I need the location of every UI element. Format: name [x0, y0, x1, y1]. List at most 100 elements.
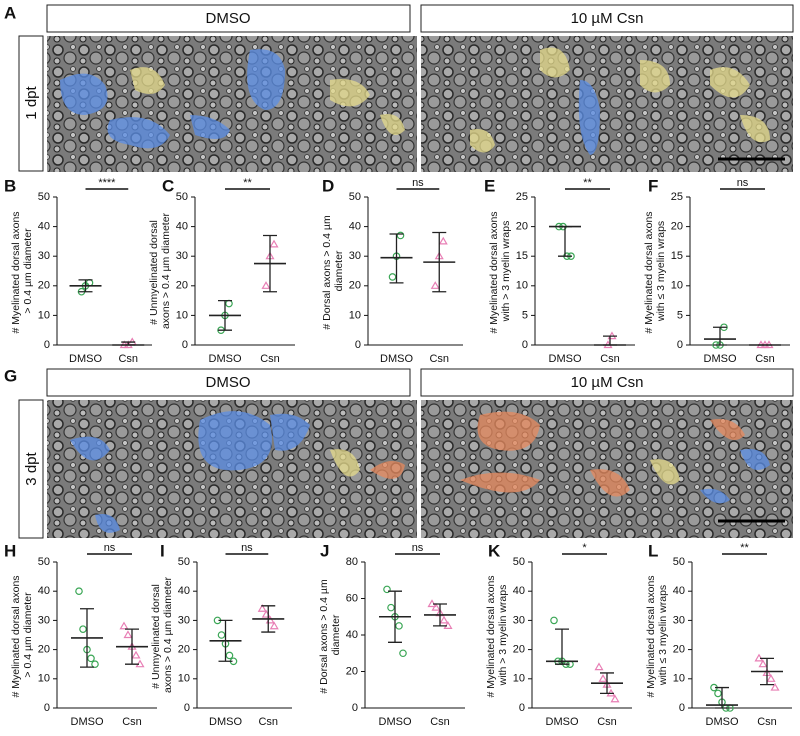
significance-label: ns: [412, 542, 424, 554]
y-tick-label: 10: [671, 280, 683, 292]
panel-letter: A: [4, 3, 16, 22]
data-point: [714, 689, 722, 698]
x-tick-label: Csn: [260, 353, 280, 365]
panel-letter: K: [488, 541, 501, 560]
error-bar: [555, 628, 569, 665]
data-point: [383, 585, 391, 594]
data-point: [217, 631, 226, 639]
y-tick-label: 5: [522, 309, 528, 321]
x-tick-label: DMSO: [546, 716, 579, 728]
data-point: [395, 622, 403, 630]
em-image: [421, 36, 793, 172]
y-tick-label: 25: [671, 191, 683, 203]
significance-label: ****: [98, 177, 116, 189]
y-tick-label: 30: [349, 250, 361, 262]
x-tick-label: Csn: [430, 716, 450, 728]
side-box: [18, 399, 44, 539]
x-tick-label: Csn: [755, 353, 775, 365]
data-point: [225, 651, 234, 660]
panel-letter: B: [4, 176, 16, 195]
y-tick-label: 50: [349, 191, 361, 203]
y-axis-label: # Myelinated dorsal axons > 0.4 µm diame…: [10, 573, 34, 698]
side-label: 3 dpt: [23, 451, 40, 485]
y-tick-label: 40: [176, 221, 188, 233]
data-point: [257, 604, 267, 612]
data-point: [269, 239, 279, 248]
significance-label: **: [243, 177, 252, 189]
data-point: [431, 602, 441, 611]
data-point: [758, 659, 768, 668]
y-tick-label: 10: [38, 309, 50, 321]
y-tick-label: 0: [355, 339, 361, 351]
data-point: [430, 281, 440, 289]
x-tick-label: DMSO: [704, 353, 737, 365]
y-tick-label: 30: [513, 614, 525, 626]
significance-label: **: [583, 177, 592, 189]
y-tick-label: 20: [178, 644, 190, 656]
y-tick-label: 0: [679, 702, 685, 714]
y-tick-label: 10: [349, 309, 361, 321]
data-point: [387, 603, 395, 612]
header-label: 10 µM Csn: [571, 374, 644, 391]
significance-label: ns: [104, 542, 116, 554]
x-tick-label: DMSO: [706, 716, 739, 728]
header-box: [46, 368, 411, 397]
y-tick-label: 50: [38, 191, 50, 203]
y-tick-label: 50: [513, 556, 525, 568]
y-axis-label: # Unmyelinated dorsal axons > 0.4 µm dia…: [148, 212, 172, 329]
panel-letter: J: [320, 541, 329, 560]
side-box: [18, 35, 44, 172]
significance-label: ns: [241, 542, 253, 554]
x-tick-label: Csn: [429, 353, 449, 365]
data-point: [399, 649, 407, 658]
y-axis-label: # Unmyelinated dorsal axons > 0.4 µm dia…: [150, 576, 174, 693]
panel-letter: L: [648, 541, 658, 560]
y-tick-label: 0: [522, 339, 528, 351]
y-tick-label: 15: [516, 250, 528, 262]
x-tick-label: Csn: [258, 716, 278, 728]
data-point: [225, 299, 233, 308]
header-label: 10 µM Csn: [571, 10, 644, 27]
y-tick-label: 0: [677, 339, 683, 351]
data-point: [598, 674, 608, 682]
x-tick-label: DMSO: [69, 353, 102, 365]
y-tick-label: 10: [178, 673, 190, 685]
panel-letter: D: [322, 176, 334, 195]
y-tick-label: 40: [513, 585, 525, 597]
significance-label: ns: [737, 177, 749, 189]
panel-letter: C: [162, 176, 174, 195]
y-tick-label: 50: [673, 556, 685, 568]
header-box: [420, 368, 794, 397]
x-tick-label: DMSO: [379, 716, 412, 728]
y-axis-label: # Myelinated dorsal axons > 0.4 µm diame…: [10, 209, 34, 334]
data-point: [123, 630, 133, 639]
y-axis-label: # Dorsal axons > 0.4 µm diameter: [321, 212, 345, 329]
panel-letter: I: [160, 541, 165, 560]
y-tick-label: 10: [176, 309, 188, 321]
y-axis-label: # Myelinated dorsal axons with > 3 myeli…: [485, 573, 509, 698]
error-bar: [558, 225, 572, 257]
panel-letter: F: [648, 176, 658, 195]
data-point: [91, 660, 99, 669]
y-tick-label: 20: [176, 280, 188, 292]
y-tick-label: 30: [176, 250, 188, 262]
y-tick-label: 15: [671, 250, 683, 262]
overlay: [70, 411, 770, 533]
panel-letter: E: [484, 176, 495, 195]
data-point: [119, 621, 129, 630]
data-point: [770, 682, 780, 691]
header-box: [46, 4, 411, 33]
panel-letter: G: [4, 366, 17, 385]
side-label: 1 dpt: [23, 85, 40, 119]
y-axis-label: # Myelinated dorsal axons with > 3 myeli…: [488, 209, 512, 334]
y-tick-label: 20: [38, 280, 50, 292]
y-tick-label: 40: [673, 585, 685, 597]
y-tick-label: 40: [349, 221, 361, 233]
y-tick-label: 10: [673, 673, 685, 685]
x-tick-label: DMSO: [209, 716, 242, 728]
x-tick-label: DMSO: [209, 353, 242, 365]
header-box: [420, 4, 794, 33]
y-tick-label: 50: [176, 191, 188, 203]
significance-label: ns: [412, 177, 424, 189]
y-tick-label: 20: [513, 644, 525, 656]
